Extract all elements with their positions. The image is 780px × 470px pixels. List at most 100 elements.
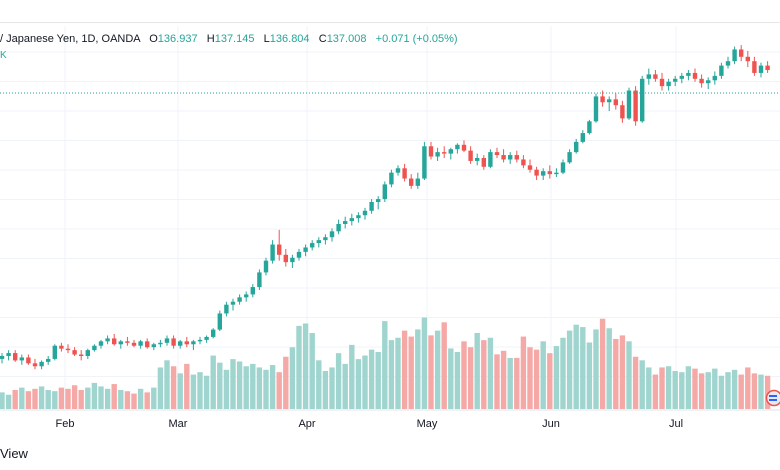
candle-body [164,338,170,343]
volume-bar [289,347,296,409]
candle-body [567,152,572,163]
x-tick-label: Feb [56,418,75,430]
volume-bar [19,387,25,409]
volume-bar [395,337,401,409]
volume-bar [12,390,18,409]
candle-body [488,152,493,167]
volume-bar [131,393,137,409]
tradingview-watermark: View [0,446,28,461]
volume-bar [705,372,711,409]
candle-body [758,65,764,73]
candle-body [59,345,64,349]
volume-bar [751,373,758,409]
volume-bar [283,356,289,409]
candle-body [435,152,440,157]
candle-body [547,171,552,175]
volume-bar [613,338,619,409]
candle-body [633,90,638,122]
candle-body [745,56,750,62]
volume-bar [375,352,381,409]
candle-body [508,155,513,160]
volume-bar [487,337,494,409]
volume-bar [593,329,599,409]
volume-bar [507,357,513,409]
candle-body [587,121,592,134]
volume-bar [335,353,342,409]
candle-body [666,81,671,87]
volume-bar [586,342,593,409]
candle-body [145,341,150,348]
high-value: 137.145 [214,33,255,45]
x-tick-label: May [417,418,438,430]
candle-body [699,78,704,84]
volume-bar [421,317,428,409]
volume-bar [137,388,144,409]
candle-body [468,150,473,161]
volume-bar [725,372,731,409]
candle-body [626,90,632,119]
candle-body [92,345,97,351]
candle-body [65,348,71,351]
candle-body [26,357,31,364]
candle-body [659,78,665,87]
volume-bar [560,337,566,409]
volume-bar [263,369,269,409]
volume-bar [329,367,335,409]
candle-body [719,65,724,76]
candle-body [593,96,599,122]
volume-bar [764,375,771,409]
volume-bar [78,390,84,409]
volume-bar [342,363,348,409]
ohlc-legend: / Japanese Yen, 1D, OANDA O136.937 H137.… [0,33,458,45]
volume-bar [144,392,150,409]
candle-body [178,341,183,346]
candle-body [310,243,315,248]
volume-bar [124,391,131,409]
volume-bar [111,384,117,409]
candle-body [237,297,242,302]
volume-bar [197,372,203,409]
volume-bar [626,341,632,409]
volume-bar [65,388,71,409]
candle-body [211,329,216,337]
candle-body [19,357,24,361]
candle-body [323,237,328,241]
volume-bars [0,317,771,409]
volume-bar [712,368,718,409]
candle-body [369,202,374,211]
volume-bar [698,373,705,409]
volume-bar [349,344,355,409]
volume-bar [672,371,678,409]
candle-body [752,61,757,73]
volume-bar [368,349,375,409]
candle-body [765,65,770,70]
volume-bar [5,394,12,409]
volume-bar [223,369,230,409]
volume-label: K [0,50,7,61]
candle-body [382,184,387,200]
candle-body [475,158,480,161]
top-bar [0,0,780,23]
volume-bar [71,385,78,409]
volume-bar [540,341,546,409]
low-value: 136.804 [269,33,310,45]
candle-body [514,155,519,160]
tradingview-logo-icon[interactable] [765,389,780,407]
candle-body [686,72,691,76]
candle-body [725,61,731,66]
candle-body [620,105,625,119]
candle-body [0,356,5,359]
candle-body [646,74,651,79]
volume-bar [692,368,698,409]
candle-body [263,260,269,273]
volume-bar [85,387,91,409]
volume-bar [514,357,520,409]
x-tick-label: Jun [542,418,560,430]
candle-body [303,247,308,252]
volume-bar [98,386,104,409]
volume-bar [659,367,665,409]
candle-body [706,80,711,84]
candle-body [600,96,605,103]
candle-body [362,210,368,216]
